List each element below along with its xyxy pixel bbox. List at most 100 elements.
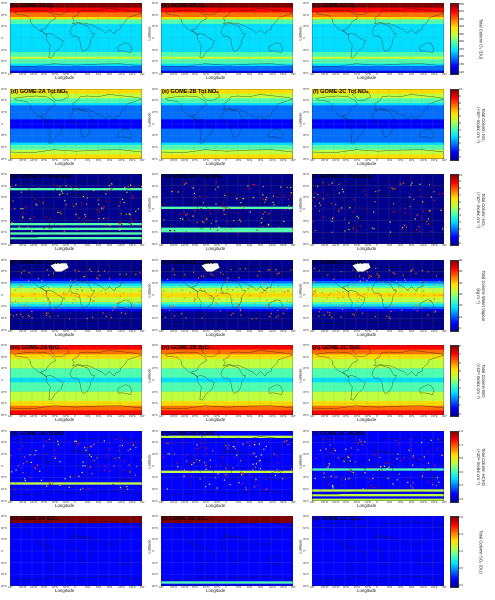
figure-row-o3: (a) GOME-2A O₃LatitudeLongitude90°N60°N3…	[0, 1, 495, 85]
lon-tick-label: 60°W	[52, 586, 58, 589]
lon-tick-label: 90°W	[41, 415, 47, 418]
lat-tick-label: 30°N	[303, 111, 309, 114]
field-speck	[331, 316, 332, 317]
field-speck	[262, 226, 263, 227]
field-speck	[320, 308, 321, 309]
field-speck	[279, 193, 280, 194]
field-speck	[46, 440, 47, 441]
colorbar-tick-label: 0.5	[459, 566, 463, 570]
figure-row-bro: (m) GOME-2A BrOLatitudeLongitude90°N60°N…	[0, 343, 495, 427]
field-speck	[24, 478, 25, 479]
field-speck	[389, 462, 390, 463]
field-speck	[114, 457, 115, 458]
lon-tick-label: 30°E	[387, 586, 392, 589]
lon-tick-label: 150°E	[431, 586, 438, 589]
map-plot	[161, 516, 293, 586]
field-speck	[225, 468, 226, 469]
field-speck	[288, 205, 289, 206]
field-speck	[410, 206, 411, 207]
panel-title: (d) GOME-2A Tot NO₂	[11, 89, 68, 95]
lon-tick-label: 120°E	[420, 159, 427, 162]
lon-tick-label: 120°E	[420, 73, 427, 76]
map-panel: (r) GOME-2C HCHO Latitude Longitude 90°N 60°…	[302, 429, 450, 513]
field-speck	[192, 216, 193, 217]
field-speck	[277, 468, 278, 469]
field-speck	[440, 284, 441, 285]
lon-tick-label: 150°W	[19, 586, 26, 589]
lon-tick-label: 60°E	[247, 330, 252, 333]
field-speck	[412, 464, 413, 465]
lon-tick-label: 60°W	[354, 330, 360, 333]
field-speck	[368, 289, 369, 290]
field-speck	[217, 473, 218, 474]
lon-tick-label: 30°E	[387, 501, 392, 504]
field-speck	[283, 312, 284, 313]
field-speck	[106, 191, 107, 192]
field-speck	[225, 474, 226, 475]
lon-tick-label: 90°W	[192, 586, 198, 589]
field-speck	[410, 214, 411, 215]
field-speck	[10, 455, 11, 456]
field-speck	[280, 186, 281, 187]
lon-tick-label: 150°E	[280, 73, 287, 76]
field-speck	[37, 464, 38, 465]
lon-tick-label: 180°	[8, 244, 13, 247]
lon-tick-label: 150°E	[431, 415, 438, 418]
colorbar-tick-label: 3	[459, 386, 461, 390]
map-plot	[312, 260, 444, 330]
field-speck	[109, 470, 110, 471]
panel-title: (i) GOME-2C Trop NO₂	[313, 174, 372, 180]
field-speck	[266, 299, 267, 300]
field-speck	[359, 297, 360, 298]
field-speck	[10, 487, 11, 488]
field-speck	[166, 442, 167, 443]
field-speck	[369, 478, 370, 479]
lon-tick-label: 120°W	[332, 501, 339, 504]
lon-tick-label: 180°	[159, 501, 164, 504]
lat-tick-label: 0°	[303, 208, 305, 211]
lon-tick-label: 90°E	[107, 415, 112, 418]
field-speck	[257, 275, 258, 276]
field-speck	[105, 292, 106, 293]
field-speck	[264, 211, 265, 212]
field-speck	[348, 229, 349, 230]
lon-tick-label: 60°E	[247, 159, 252, 162]
lon-tick-label: 30°W	[63, 586, 69, 589]
field-speck	[266, 304, 267, 305]
field-speck	[121, 312, 122, 313]
field-speck	[200, 442, 201, 443]
colorbar-tick-label: 9	[459, 94, 461, 98]
lon-tick-label: 90°W	[343, 159, 349, 162]
lat-tick-label: 60°N	[152, 441, 158, 444]
lon-tick-label: 120°W	[181, 586, 188, 589]
map-plot	[312, 89, 444, 159]
colorbar-tick-label: 10	[459, 87, 462, 91]
field-speck	[59, 484, 60, 485]
lon-tick-label: 120°E	[118, 159, 125, 162]
field-speck	[123, 460, 124, 461]
field-speck	[236, 454, 237, 455]
field-speck	[327, 466, 328, 467]
lat-tick-label: 0°	[152, 123, 154, 126]
lon-tick-label: 90°E	[258, 159, 263, 162]
lat-tick-label: 0°	[1, 465, 3, 468]
field-speck	[327, 194, 328, 195]
y-axis-label: Latitude	[298, 26, 303, 40]
lat-tick-label: 60°S	[152, 231, 158, 234]
field-speck	[268, 213, 269, 214]
field-speck	[284, 472, 285, 473]
field-speck	[39, 470, 40, 471]
map-plot	[312, 516, 444, 586]
field-speck	[78, 475, 79, 476]
lon-tick-label: 90°W	[192, 415, 198, 418]
field-speck	[385, 461, 386, 462]
field-speck	[89, 487, 90, 488]
field-speck	[106, 201, 107, 202]
lon-tick-label: 180°	[140, 73, 145, 76]
lon-tick-label: 30°W	[365, 244, 371, 247]
lon-tick-label: 90°E	[107, 501, 112, 504]
field-speck	[273, 290, 274, 291]
field-speck	[99, 211, 100, 212]
lat-tick-label: 90°S	[152, 500, 158, 503]
field-speck	[197, 447, 198, 448]
